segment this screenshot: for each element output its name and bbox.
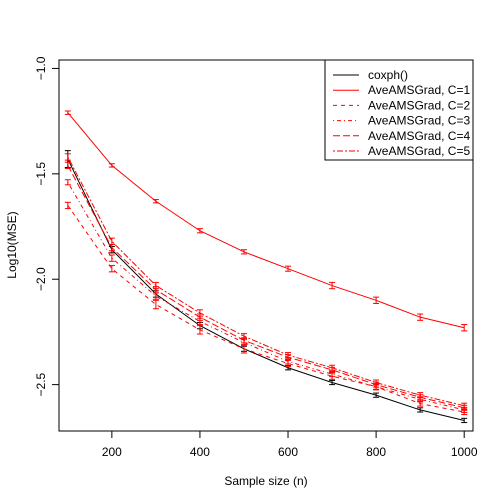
y-tick-label: −2.5 <box>34 372 48 396</box>
x-axis-label: Sample size (n) <box>224 474 307 488</box>
error-bar <box>285 265 292 272</box>
series-4 <box>64 179 468 413</box>
error-bar <box>461 324 468 332</box>
error-bar <box>108 254 115 262</box>
error-bar <box>108 163 115 168</box>
error-bar <box>373 379 380 386</box>
error-bar <box>285 352 292 359</box>
error-bar <box>108 265 115 273</box>
x-tick-label: 400 <box>190 445 210 459</box>
axes-layer: 200 400 600 800 1000 −2.5 −2.0 −1.5 −1.0 <box>34 56 478 459</box>
x-tick-label: 600 <box>278 445 298 459</box>
series-2 <box>64 110 468 332</box>
series-1 <box>64 150 468 424</box>
series-line <box>67 158 465 421</box>
y-tick-label: −2.0 <box>34 267 48 291</box>
legend-entry: AveAMSGrad, C=4 <box>368 129 470 143</box>
series-line <box>67 165 465 409</box>
error-bar <box>417 407 424 413</box>
legend-entry: AveAMSGrad, C=5 <box>368 144 470 158</box>
error-bar <box>152 299 159 310</box>
y-tick-label: −1.0 <box>34 56 48 80</box>
legend-entry: AveAMSGrad, C=1 <box>368 83 470 97</box>
error-bar <box>461 417 468 424</box>
series-line <box>67 156 465 407</box>
error-bar <box>417 313 424 321</box>
error-bar <box>373 392 380 398</box>
x-tick-label: 800 <box>366 445 386 459</box>
error-bar <box>329 281 336 290</box>
error-bar <box>196 228 203 234</box>
error-bar <box>152 199 159 204</box>
y-tick-label: −1.5 <box>34 162 48 186</box>
series-line <box>67 112 465 329</box>
error-bar <box>64 161 71 170</box>
legend-entry: AveAMSGrad, C=2 <box>368 98 470 112</box>
error-bar <box>373 296 380 304</box>
error-bar <box>461 402 468 409</box>
legend-entry: AveAMSGrad, C=3 <box>368 114 470 128</box>
series-3 <box>64 201 468 416</box>
legend-entry: coxph() <box>368 68 408 82</box>
error-bar <box>417 392 424 399</box>
error-bar <box>196 309 203 317</box>
plot-layer <box>64 110 468 424</box>
error-bar <box>108 237 115 245</box>
error-bar <box>240 333 247 340</box>
legend-box <box>324 59 474 161</box>
error-bar <box>196 325 203 335</box>
y-axis-label: Log10(MSE) <box>5 211 19 278</box>
error-bar <box>64 153 71 161</box>
error-bar <box>329 379 336 386</box>
error-bar <box>240 249 247 255</box>
series-5 <box>64 161 468 411</box>
error-bar <box>64 179 71 186</box>
x-tick-label: 200 <box>102 445 122 459</box>
error-bar <box>329 364 336 371</box>
series-6 <box>64 153 468 409</box>
error-bar <box>64 110 71 115</box>
plot-frame <box>58 59 474 432</box>
x-tick-label: 1000 <box>451 445 478 459</box>
series-line <box>67 182 465 411</box>
error-bar <box>64 201 71 210</box>
error-bar <box>152 281 159 290</box>
series-line <box>67 205 465 413</box>
